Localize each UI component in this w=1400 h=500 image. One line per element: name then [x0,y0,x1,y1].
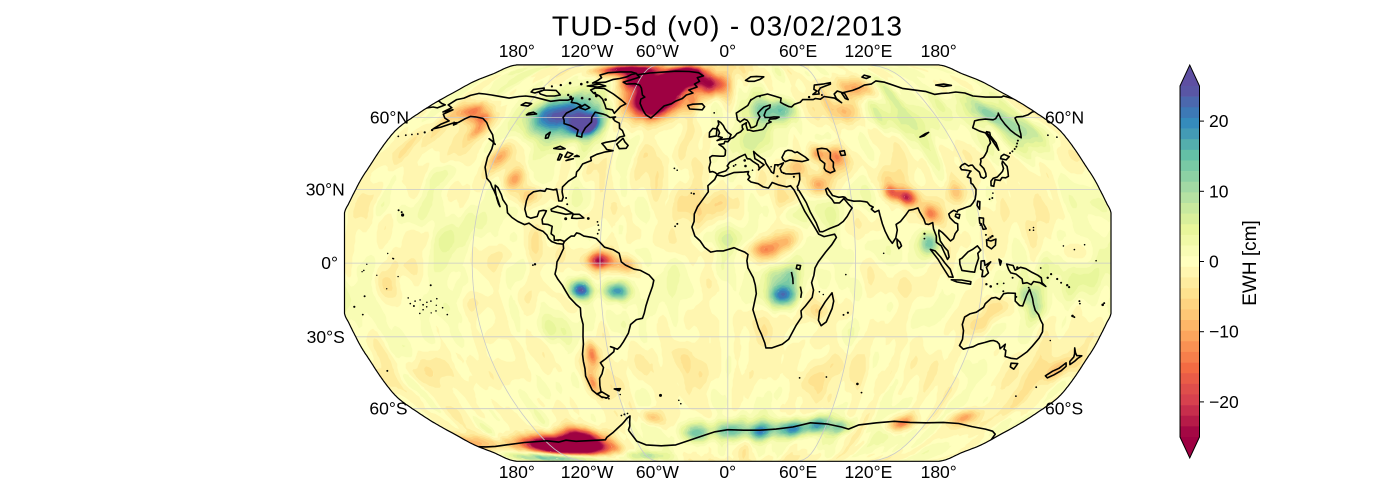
svg-text:30°S: 30°S [307,327,345,347]
svg-text:120°E: 120°E [844,462,892,482]
svg-text:0°: 0° [321,253,338,273]
svg-text:180°: 180° [921,41,957,61]
svg-text:0°: 0° [719,462,736,482]
svg-text:60°S: 60°S [1045,399,1083,419]
svg-text:60°N: 60°N [370,108,409,128]
svg-text:180°: 180° [499,462,535,482]
svg-text:60°W: 60°W [636,462,679,482]
svg-text:−10: −10 [1209,322,1239,342]
svg-text:TUD-5d (v0) - 03/02/2013: TUD-5d (v0) - 03/02/2013 [552,11,903,42]
svg-text:0: 0 [1209,252,1219,272]
svg-text:60°E: 60°E [779,41,817,61]
svg-text:180°: 180° [499,41,535,61]
svg-text:180°: 180° [921,462,957,482]
svg-text:120°W: 120°W [561,462,614,482]
svg-text:−20: −20 [1209,392,1239,412]
svg-text:20: 20 [1209,111,1229,131]
svg-text:60°S: 60°S [369,399,407,419]
svg-text:120°E: 120°E [844,41,892,61]
svg-text:60°N: 60°N [1045,108,1084,128]
svg-text:120°W: 120°W [561,41,614,61]
svg-text:30°N: 30°N [306,179,345,199]
svg-text:10: 10 [1209,181,1229,201]
svg-text:EWH [cm]: EWH [cm] [1240,220,1261,306]
svg-text:0°: 0° [719,41,736,61]
svg-text:60°W: 60°W [636,41,679,61]
svg-text:60°E: 60°E [779,462,817,482]
